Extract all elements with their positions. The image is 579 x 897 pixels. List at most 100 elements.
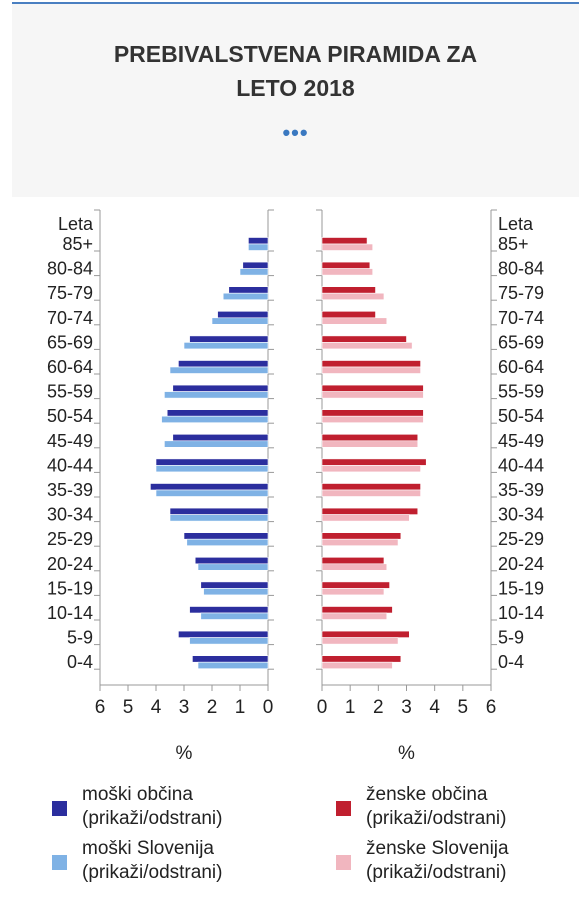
bar-left-moski-obcina	[178, 630, 269, 638]
bar-left-moski-slovenija	[197, 661, 269, 670]
right-x-axis-label: %	[398, 743, 415, 764]
left-x-tick-label: 0	[263, 697, 274, 718]
right-x-tick-label: 2	[373, 697, 384, 718]
left-category-axis-title: Leta	[58, 214, 94, 234]
bar-right-zenske-obcina	[321, 483, 421, 491]
bar-right-zenske-obcina	[321, 458, 427, 466]
bar-right-zenske-slovenija	[321, 243, 374, 251]
bar-left-moski-obcina	[183, 532, 269, 540]
left-x-tick-label: 3	[179, 697, 190, 718]
bar-right-zenske-obcina	[321, 434, 419, 442]
right-category-label: 65-69	[498, 332, 544, 352]
right-x-tick-label: 0	[317, 697, 328, 718]
left-category-label: 5-9	[67, 628, 93, 648]
chart-header: PREBIVALSTVENA PIRAMIDA ZA LETO 2018 •••	[12, 4, 579, 197]
left-x-tick-label: 4	[151, 697, 162, 718]
legend-toggle-link[interactable]: (prikaži/odstrani)	[366, 808, 507, 829]
legend-item-moski-obcina[interactable]: moški občina (prikaži/odstrani)	[52, 783, 222, 831]
left-category-label: 45-49	[47, 431, 93, 451]
legend-toggle-link[interactable]: (prikaži/odstrani)	[82, 808, 223, 829]
bar-right-zenske-slovenija	[321, 292, 385, 300]
bar-left-moski-slovenija	[161, 415, 269, 423]
bar-left-moski-slovenija	[239, 268, 269, 276]
bar-right-zenske-slovenija	[321, 489, 421, 497]
legend-item-moski-slovenija[interactable]: moški Slovenija (prikaži/odstrani)	[52, 837, 222, 885]
legend-toggle-link[interactable]: (prikaži/odstrani)	[82, 862, 223, 883]
bar-right-zenske-obcina	[321, 409, 424, 417]
right-x-tick-label: 1	[345, 697, 356, 718]
bar-left-moski-obcina	[155, 458, 269, 466]
bar-left-moski-obcina	[189, 335, 269, 343]
bar-right-zenske-obcina	[321, 630, 410, 638]
bar-right-zenske-slovenija	[321, 342, 413, 350]
bar-left-moski-slovenija	[155, 489, 269, 497]
bar-left-moski-slovenija	[197, 563, 269, 571]
bar-right-zenske-obcina	[321, 581, 390, 589]
bar-right-zenske-slovenija	[321, 415, 424, 423]
right-category-label: 70-74	[498, 308, 544, 328]
left-x-tick-label: 1	[235, 697, 246, 718]
bar-right-zenske-slovenija	[321, 317, 388, 325]
legend-label: ženske Slovenija	[366, 838, 509, 859]
bar-right-zenske-obcina	[321, 606, 393, 614]
right-category-label: 20-24	[498, 554, 544, 574]
right-category-label: 60-64	[498, 357, 544, 377]
bar-left-moski-slovenija	[164, 391, 269, 399]
bar-left-moski-obcina	[248, 237, 269, 245]
bar-left-moski-obcina	[166, 409, 269, 417]
bar-right-zenske-slovenija	[321, 391, 424, 399]
bar-right-zenske-slovenija	[321, 465, 421, 473]
bar-left-moski-slovenija	[169, 366, 269, 374]
bar-left-moski-slovenija	[211, 317, 269, 325]
left-x-tick-label: 2	[207, 697, 218, 718]
bar-left-moski-obcina	[217, 311, 269, 319]
bar-right-zenske-obcina	[321, 655, 402, 663]
right-category-label: 0-4	[498, 652, 524, 672]
bar-left-moski-slovenija	[169, 514, 269, 522]
left-category-label: 50-54	[47, 406, 93, 426]
bar-right-zenske-slovenija	[321, 440, 419, 448]
left-category-label: 70-74	[47, 308, 93, 328]
left-category-label: 0-4	[67, 652, 93, 672]
right-category-axis-title: Leta	[498, 214, 534, 234]
left-x-axis-label: %	[176, 743, 193, 764]
ellipsis-icon[interactable]: •••	[282, 120, 309, 145]
legend-toggle-link[interactable]: (prikaži/odstrani)	[366, 862, 507, 883]
legend-item-zenske-obcina[interactable]: ženske občina (prikaži/odstrani)	[336, 783, 509, 831]
bar-right-zenske-obcina	[321, 237, 368, 245]
left-category-label: 60-64	[47, 357, 93, 377]
left-category-label: 15-19	[47, 578, 93, 598]
bar-right-zenske-slovenija	[321, 563, 388, 571]
bar-left-moski-slovenija	[222, 292, 269, 300]
legend-swatch-zenske-obcina	[336, 801, 351, 816]
legend-right-column: ženske občina (prikaži/odstrani) ženske …	[336, 783, 509, 891]
header-top-border	[12, 2, 579, 4]
bar-right-zenske-slovenija	[321, 514, 410, 522]
bar-right-zenske-obcina	[321, 532, 402, 540]
chart-title: PREBIVALSTVENA PIRAMIDA ZA LETO 2018	[12, 37, 579, 105]
bar-left-moski-slovenija	[186, 538, 269, 547]
chart-title-line1: PREBIVALSTVENA PIRAMIDA ZA	[113, 41, 478, 67]
right-category-label: 5-9	[498, 628, 524, 648]
bar-left-moski-obcina	[242, 261, 269, 269]
legend-swatch-moski-slovenija	[52, 855, 67, 870]
right-category-label: 10-14	[498, 603, 544, 623]
bar-left-moski-obcina	[228, 286, 269, 294]
bar-left-moski-obcina	[169, 507, 269, 515]
bar-right-zenske-obcina	[321, 261, 371, 269]
bar-left-moski-obcina	[192, 655, 269, 663]
right-category-label: 45-49	[498, 431, 544, 451]
bar-left-moski-obcina	[200, 581, 269, 589]
right-category-label: 75-79	[498, 283, 544, 303]
right-x-tick-label: 6	[486, 697, 497, 718]
bar-right-zenske-slovenija	[321, 268, 374, 276]
legend-item-zenske-slovenija[interactable]: ženske Slovenija (prikaži/odstrani)	[336, 837, 509, 885]
legend-left-column: moški občina (prikaži/odstrani) moški Sl…	[52, 783, 222, 891]
bar-left-moski-slovenija	[200, 612, 269, 620]
left-category-label: 75-79	[47, 283, 93, 303]
bar-right-zenske-obcina	[321, 384, 424, 392]
left-category-label: 85+	[62, 234, 93, 254]
right-category-label: 30-34	[498, 505, 544, 525]
legend-swatch-moski-obcina	[52, 801, 67, 816]
